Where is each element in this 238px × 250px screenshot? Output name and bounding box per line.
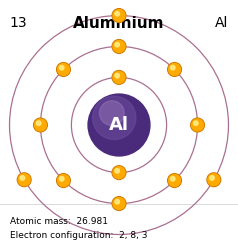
Circle shape <box>88 94 150 156</box>
Text: Electron configuration:  2, 8, 3: Electron configuration: 2, 8, 3 <box>10 231 147 240</box>
Circle shape <box>60 176 64 181</box>
Circle shape <box>57 62 70 76</box>
Circle shape <box>168 174 181 188</box>
Circle shape <box>99 101 124 126</box>
Circle shape <box>18 174 30 186</box>
Text: Atomic mass:  26.981: Atomic mass: 26.981 <box>10 217 108 226</box>
Circle shape <box>115 73 119 78</box>
Circle shape <box>113 167 125 178</box>
Circle shape <box>60 66 64 70</box>
Text: Al: Al <box>215 16 228 30</box>
Circle shape <box>112 197 126 210</box>
Circle shape <box>210 176 214 180</box>
Circle shape <box>58 64 69 76</box>
Text: 13: 13 <box>10 16 27 30</box>
Circle shape <box>17 173 31 186</box>
Text: Al: Al <box>109 116 129 134</box>
Text: Aluminium: Aluminium <box>73 16 165 30</box>
Circle shape <box>112 9 126 22</box>
Circle shape <box>112 70 126 84</box>
Circle shape <box>170 176 175 181</box>
Circle shape <box>193 121 198 126</box>
Circle shape <box>207 173 221 186</box>
Circle shape <box>115 168 119 173</box>
Circle shape <box>115 200 119 204</box>
Circle shape <box>115 12 119 16</box>
Circle shape <box>169 174 180 186</box>
Circle shape <box>113 72 125 83</box>
Circle shape <box>35 119 46 131</box>
Circle shape <box>115 42 119 47</box>
Circle shape <box>20 176 25 180</box>
Circle shape <box>170 66 175 70</box>
Circle shape <box>57 174 70 188</box>
Circle shape <box>169 64 180 76</box>
Circle shape <box>113 198 125 209</box>
Circle shape <box>36 121 41 126</box>
Circle shape <box>34 118 47 132</box>
Circle shape <box>113 10 125 22</box>
Circle shape <box>58 174 69 186</box>
Circle shape <box>191 118 204 132</box>
Circle shape <box>113 40 125 52</box>
Circle shape <box>112 166 126 179</box>
Circle shape <box>168 62 181 76</box>
Circle shape <box>208 174 220 186</box>
Circle shape <box>192 119 203 131</box>
Circle shape <box>112 40 126 53</box>
Circle shape <box>93 96 136 140</box>
